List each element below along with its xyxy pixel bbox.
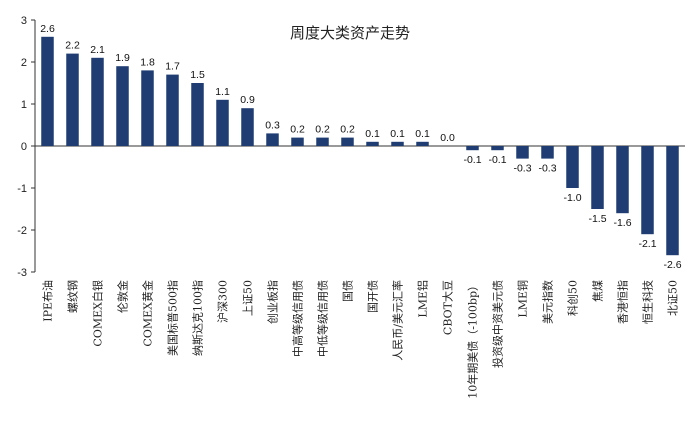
data-label: 0.2 [340, 124, 355, 136]
y-tick-label: -2 [17, 225, 27, 237]
data-label: 0.2 [290, 124, 305, 136]
bar [66, 53, 79, 146]
category-label: 创业板指 [266, 280, 280, 324]
category-label: 科创50 [566, 280, 580, 316]
data-label: -0.3 [538, 163, 556, 175]
category-label: LME铝 [416, 280, 430, 318]
data-label: -2.6 [663, 259, 681, 271]
category-label: CBOT大豆 [441, 280, 455, 335]
data-label: 2.1 [90, 44, 105, 56]
bar [591, 146, 604, 209]
data-label: -0.3 [513, 163, 531, 175]
bar [391, 141, 404, 146]
data-label: 0.1 [390, 128, 405, 140]
bar [616, 146, 629, 214]
data-labels-group: 2.6 2.2 2.1 1.9 1.8 1.7 1.5 1.1 0.9 0.3 0.2 0.2 0.2 0… [40, 23, 682, 271]
data-label: 1.9 [115, 52, 130, 64]
category-label: COMEX白银 [91, 280, 105, 347]
bar [641, 146, 654, 235]
bar [91, 57, 104, 146]
bar [216, 99, 229, 146]
data-label: -1.0 [563, 192, 581, 204]
data-label: 2.2 [65, 40, 80, 52]
category-label: 沪深300 [216, 280, 230, 323]
data-label: 2.6 [40, 23, 55, 35]
category-label: 投资级中资美元债 [491, 280, 505, 368]
category-label: 上证50 [242, 280, 255, 316]
y-tick-label: 2 [21, 57, 27, 69]
data-label: -0.1 [463, 154, 481, 166]
bar [466, 146, 479, 151]
bar [41, 36, 54, 146]
category-label: 伦敦金 [116, 280, 130, 313]
category-label: 国开债 [366, 280, 380, 313]
category-label: 美元指数 [541, 280, 555, 324]
data-label: 1.1 [215, 86, 230, 98]
category-labels-group: IPE布油 螺纹钢 COMEX白银 伦敦金 COMEX黄金 美国标普500指 纳斯达克100… [41, 280, 680, 399]
y-tick-label: 0 [21, 141, 27, 153]
bar [416, 141, 429, 146]
category-label: 恒生科技 [641, 280, 655, 324]
bars-group [41, 36, 679, 256]
y-tick-label: 1 [21, 99, 27, 111]
y-tick-label: -1 [17, 183, 27, 195]
bar [166, 74, 179, 146]
data-label: -1.5 [588, 213, 606, 225]
chart-title: 周度大类资产走势 [290, 24, 410, 42]
bar [341, 137, 354, 146]
data-label: -0.1 [488, 154, 506, 166]
category-label: LME铜 [516, 280, 530, 318]
data-label: 1.5 [190, 69, 205, 81]
bar [566, 146, 579, 188]
category-label: 中低等级信用债 [316, 280, 330, 357]
data-label: 0.1 [415, 128, 430, 140]
category-label: COMEX黄金 [141, 280, 155, 347]
category-label: 焦煤 [592, 280, 605, 302]
category-label: 美国标普500指 [166, 280, 180, 356]
y-tick-label: -3 [17, 267, 27, 279]
data-label: 0.3 [265, 119, 280, 131]
bar [241, 108, 254, 146]
category-label: 纳斯达克100指 [191, 280, 205, 356]
bar [366, 141, 379, 146]
category-label: IPE布油 [41, 280, 55, 322]
data-label: 0.9 [240, 94, 255, 106]
bar [541, 146, 554, 159]
data-label: 0.0 [440, 132, 455, 144]
data-label: -2.1 [638, 238, 656, 250]
category-label: 中高等级信用债 [291, 280, 305, 357]
data-label: 1.7 [165, 61, 180, 73]
bar [266, 133, 279, 146]
data-label: 0.1 [365, 128, 380, 140]
data-label: 1.8 [140, 56, 155, 68]
category-label: 国债 [341, 280, 355, 302]
bar [291, 137, 304, 146]
category-label: 10年期美债（-100bp） [466, 280, 480, 399]
data-label: -1.6 [613, 217, 631, 229]
bar [191, 83, 204, 146]
bar [141, 70, 154, 146]
bar [516, 146, 529, 159]
category-label: 北证50 [667, 280, 680, 316]
bar [666, 146, 679, 256]
category-label: 香港恒指 [616, 280, 630, 324]
category-label: 螺纹钢 [66, 280, 80, 313]
y-tick-label: 3 [21, 15, 27, 27]
bar [116, 66, 129, 146]
category-label: 人民币/美元汇率 [391, 280, 405, 361]
bar [491, 146, 504, 151]
bar [316, 137, 329, 146]
data-label: 0.2 [315, 124, 330, 136]
